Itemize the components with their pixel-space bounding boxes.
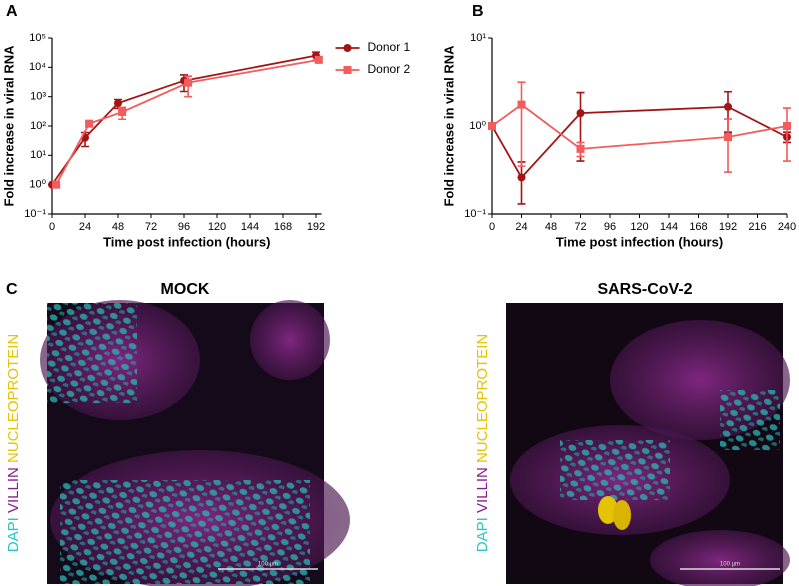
y-axis-title: Fold increase in viral RNA xyxy=(1,45,16,207)
error-bar xyxy=(517,161,526,205)
image-panel: MOCK 100 µm DAPI VILLIN NUCLEOPROTEIN xyxy=(5,281,350,586)
marker xyxy=(517,173,526,182)
image-panel: SARS-CoV-2 100 µm DAPI VILLIN NUCLEOPROT… xyxy=(474,281,790,586)
marker xyxy=(118,108,127,117)
stain: VILLIN xyxy=(474,467,491,513)
marker xyxy=(517,100,526,109)
stain-label: DAPI VILLIN NUCLEOPROTEIN xyxy=(5,334,22,552)
stain: NUCLEOPROTEIN xyxy=(474,334,491,463)
panel-label: C xyxy=(6,281,18,298)
tissue xyxy=(250,300,330,380)
series-line xyxy=(491,105,788,179)
marker xyxy=(783,122,791,130)
y-tick-label: 10¹ xyxy=(30,149,46,161)
x-tick-label: 144 xyxy=(241,221,259,233)
x-tick-label: 216 xyxy=(748,221,766,233)
nuclei xyxy=(47,303,137,403)
nuclei xyxy=(720,390,780,450)
panel-label: B xyxy=(472,3,484,20)
infected-cells xyxy=(598,496,618,524)
marker xyxy=(488,122,496,130)
y-tick-label: 10¹ xyxy=(470,32,486,44)
legend-label: Donor 1 xyxy=(368,40,411,54)
x-tick-label: 240 xyxy=(778,221,796,233)
stain: VILLIN xyxy=(5,467,22,513)
y-tick-label: 10⁻¹ xyxy=(464,208,486,220)
marker xyxy=(724,132,732,141)
x-tick-label: 144 xyxy=(660,221,678,233)
marker xyxy=(724,102,732,111)
y-tick-label: 10⁵ xyxy=(29,32,46,44)
x-tick-label: 120 xyxy=(208,221,226,233)
legend-label: Donor 2 xyxy=(368,62,411,76)
x-tick-label: 168 xyxy=(689,221,707,233)
error-bar xyxy=(724,118,732,173)
marker xyxy=(52,180,61,189)
y-tick-label: 10⁰ xyxy=(29,179,46,191)
x-tick-label: 48 xyxy=(112,221,124,233)
marker xyxy=(576,109,585,118)
image-title: MOCK xyxy=(161,281,210,298)
y-tick-label: 10³ xyxy=(30,91,46,103)
panel-label: A xyxy=(6,3,18,20)
x-axis-title: Time post infection (hours) xyxy=(556,234,723,249)
scale-bar-label: 100 µm xyxy=(720,562,740,568)
infected-cells xyxy=(613,500,631,530)
x-tick-label: 48 xyxy=(545,221,557,233)
x-tick-label: 96 xyxy=(178,221,190,233)
y-tick-label: 10² xyxy=(30,120,46,132)
stain: DAPI xyxy=(5,517,22,552)
error-bar xyxy=(517,81,526,167)
x-tick-label: 168 xyxy=(274,221,292,233)
x-tick-label: 72 xyxy=(574,221,586,233)
y-tick-label: 10⁰ xyxy=(469,120,486,132)
x-tick-label: 0 xyxy=(489,221,495,233)
legend-marker xyxy=(343,44,352,52)
image-title: SARS-CoV-2 xyxy=(597,281,692,298)
marker xyxy=(114,99,122,108)
marker xyxy=(85,119,94,128)
nuclei xyxy=(560,440,670,500)
x-tick-label: 96 xyxy=(604,221,616,233)
x-tick-label: 24 xyxy=(79,221,91,233)
x-tick-label: 72 xyxy=(145,221,157,233)
stain-label: DAPI VILLIN NUCLEOPROTEIN xyxy=(474,334,491,552)
stain: DAPI xyxy=(474,517,491,552)
marker xyxy=(184,78,193,87)
x-tick-label: 192 xyxy=(307,221,325,233)
y-tick-label: 10⁻¹ xyxy=(24,208,46,220)
scale-bar-label: 100 µm xyxy=(258,562,278,568)
x-tick-label: 24 xyxy=(515,221,527,233)
nuclei xyxy=(60,480,310,584)
x-tick-label: 192 xyxy=(719,221,737,233)
marker xyxy=(576,144,585,153)
y-tick-label: 10⁴ xyxy=(29,61,46,73)
x-axis-title: Time post infection (hours) xyxy=(103,234,270,249)
x-tick-label: 0 xyxy=(49,221,55,233)
marker xyxy=(314,55,323,64)
x-tick-label: 120 xyxy=(630,221,648,233)
stain: NUCLEOPROTEIN xyxy=(5,334,22,463)
legend-marker xyxy=(343,66,352,74)
y-axis-title: Fold increase in viral RNA xyxy=(441,45,456,207)
tissue xyxy=(650,530,790,586)
error-bar xyxy=(783,107,791,162)
